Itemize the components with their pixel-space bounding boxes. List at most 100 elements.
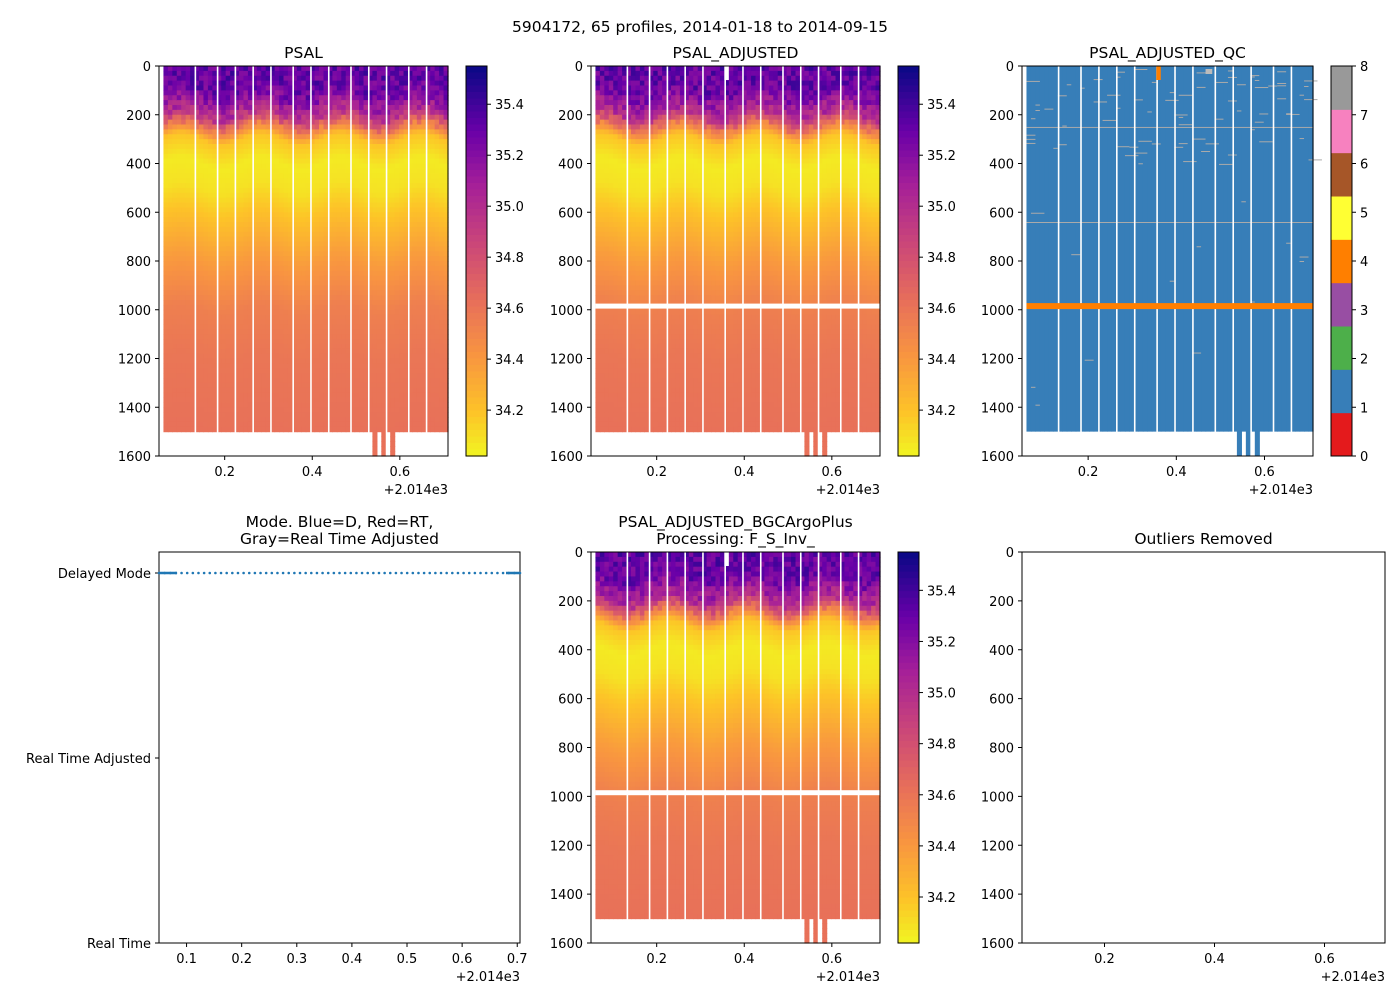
heatmap-cell bbox=[177, 188, 182, 193]
heatmap-cell bbox=[221, 134, 226, 139]
heatmap-cell bbox=[430, 398, 435, 403]
heatmap-cell bbox=[439, 368, 444, 373]
heatmap-cell bbox=[372, 256, 377, 261]
heatmap-cell bbox=[359, 193, 364, 198]
heatmap-cell bbox=[404, 173, 409, 178]
heatmap-cell bbox=[315, 363, 320, 368]
heatmap-cell bbox=[412, 139, 417, 144]
heatmap-cell bbox=[199, 217, 204, 222]
heatmap-cell bbox=[417, 276, 422, 281]
heatmap-cell bbox=[435, 168, 440, 173]
heatmap-cell bbox=[404, 383, 409, 388]
heatmap-cell bbox=[390, 173, 395, 178]
heatmap-cell bbox=[372, 422, 377, 427]
heatmap-cell bbox=[261, 320, 266, 325]
heatmap-cell bbox=[377, 183, 382, 188]
heatmap-cell bbox=[257, 398, 262, 403]
heatmap-cell bbox=[261, 139, 266, 144]
heatmap-cell bbox=[346, 105, 351, 110]
heatmap-cell bbox=[417, 324, 422, 329]
heatmap-cell bbox=[435, 324, 440, 329]
heatmap-cell bbox=[359, 285, 364, 290]
heatmap-cell bbox=[186, 222, 191, 227]
heatmap-cell bbox=[430, 198, 435, 203]
heatmap-cell bbox=[341, 417, 346, 422]
heatmap-cell bbox=[417, 154, 422, 159]
heatmap-cell bbox=[395, 217, 400, 222]
heatmap-cell bbox=[390, 354, 395, 359]
heatmap-cell bbox=[172, 339, 177, 344]
heatmap-cell bbox=[297, 393, 302, 398]
heatmap-cell bbox=[395, 232, 400, 237]
heatmap-cell bbox=[279, 363, 284, 368]
heatmap-cell bbox=[315, 402, 320, 407]
heatmap-cell bbox=[199, 339, 204, 344]
heatmap-cell bbox=[355, 207, 360, 212]
heatmap-cell bbox=[359, 344, 364, 349]
data-gap bbox=[292, 66, 294, 456]
heatmap-cell bbox=[315, 100, 320, 105]
heatmap-cell bbox=[417, 354, 422, 359]
heatmap-cell bbox=[595, 144, 600, 149]
heatmap-cell bbox=[417, 334, 422, 339]
heatmap-cell bbox=[359, 164, 364, 169]
heatmap-cell bbox=[199, 310, 204, 315]
heatmap-cell bbox=[172, 363, 177, 368]
heatmap-cell bbox=[324, 66, 329, 71]
heatmap-cell bbox=[203, 261, 208, 266]
heatmap-cell bbox=[359, 246, 364, 251]
heatmap-cell bbox=[208, 100, 213, 105]
heatmap-cell bbox=[243, 271, 248, 276]
heatmap-cell bbox=[435, 203, 440, 208]
heatmap-cell bbox=[355, 354, 360, 359]
heatmap-cell bbox=[172, 178, 177, 183]
heatmap-cell bbox=[377, 212, 382, 217]
heatmap-cell bbox=[203, 95, 208, 100]
heatmap-cell bbox=[404, 212, 409, 217]
heatmap-cell bbox=[266, 100, 271, 105]
heatmap-cell bbox=[341, 363, 346, 368]
heatmap-cell bbox=[377, 232, 382, 237]
heatmap-cell bbox=[275, 232, 280, 237]
heatmap-cell bbox=[355, 261, 360, 266]
heatmap-cell bbox=[404, 276, 409, 281]
heatmap-cell bbox=[190, 251, 195, 256]
heatmap-cell bbox=[439, 198, 444, 203]
heatmap-cell bbox=[381, 300, 386, 305]
heatmap-cell bbox=[168, 120, 173, 125]
heatmap-cell bbox=[315, 168, 320, 173]
heatmap-cell bbox=[306, 402, 311, 407]
colorbar-step bbox=[466, 404, 487, 411]
heatmap-cell bbox=[395, 427, 400, 432]
heatmap-cell bbox=[283, 256, 288, 261]
heatmap-cell bbox=[163, 217, 168, 222]
heatmap-cell bbox=[199, 363, 204, 368]
heatmap-cell bbox=[315, 149, 320, 154]
heatmap-cell bbox=[177, 168, 182, 173]
heatmap-cell bbox=[230, 242, 235, 247]
heatmap-cell bbox=[239, 105, 244, 110]
heatmap-cell bbox=[297, 261, 302, 266]
heatmap-cell bbox=[190, 256, 195, 261]
heatmap-cell bbox=[163, 154, 168, 159]
heatmap-cell bbox=[404, 295, 409, 300]
heatmap-cell bbox=[181, 134, 186, 139]
heatmap-cell bbox=[275, 90, 280, 95]
heatmap-cell bbox=[381, 320, 386, 325]
heatmap-cell bbox=[243, 105, 248, 110]
heatmap-cell bbox=[190, 329, 195, 334]
heatmap-cell bbox=[315, 373, 320, 378]
heatmap-cell bbox=[417, 393, 422, 398]
heatmap-cell bbox=[346, 159, 351, 164]
heatmap-cell bbox=[595, 203, 600, 208]
heatmap-cell bbox=[301, 373, 306, 378]
heatmap-cell bbox=[435, 359, 440, 364]
heatmap-cell bbox=[221, 427, 226, 432]
heatmap-cell bbox=[381, 207, 386, 212]
heatmap-cell bbox=[430, 66, 435, 71]
heatmap-cell bbox=[181, 149, 186, 154]
heatmap-cell bbox=[226, 305, 231, 310]
heatmap-cell bbox=[355, 271, 360, 276]
heatmap-cell bbox=[172, 256, 177, 261]
heatmap-cell bbox=[341, 86, 346, 91]
